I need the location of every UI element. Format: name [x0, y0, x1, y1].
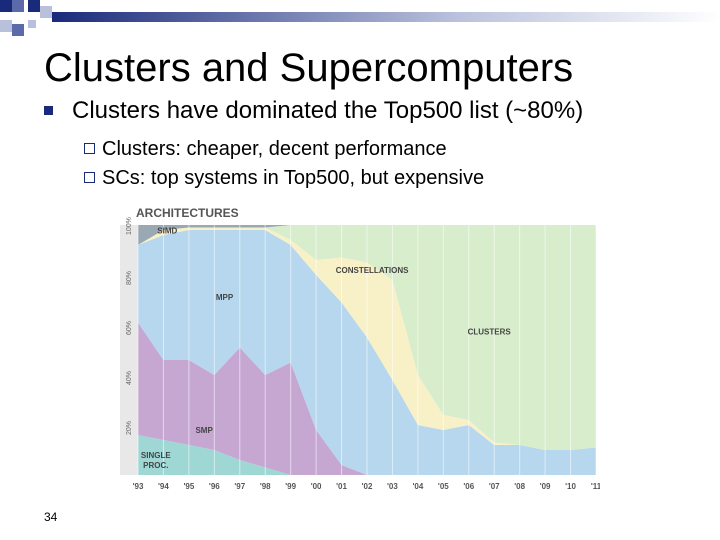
checkbox-bullet-icon	[84, 143, 95, 154]
checkbox-bullet-icon	[84, 172, 95, 183]
area-label: MPP	[216, 293, 234, 302]
x-tick-label: '93	[133, 482, 144, 491]
area-clusters	[138, 225, 596, 450]
sub-bullet-2: SCs: top systems in Top500, but expensiv…	[84, 167, 484, 190]
y-tick-label: 80%	[126, 271, 133, 285]
x-tick-label: '07	[489, 482, 500, 491]
main-bullet: Clusters have dominated the Top500 list …	[72, 97, 584, 124]
x-tick-label: '05	[438, 482, 449, 491]
bullet-marker	[44, 106, 53, 115]
x-tick-label: '06	[463, 482, 474, 491]
x-tick-label: '11	[591, 482, 600, 491]
area-label: CLUSTERS	[468, 328, 512, 337]
slide-title: Clusters and Supercomputers	[44, 46, 574, 90]
x-tick-label: '94	[158, 482, 169, 491]
area-simd	[138, 225, 596, 245]
x-tick-label: '95	[183, 482, 194, 491]
y-tick-label: 60%	[126, 321, 133, 335]
y-axis-band	[120, 225, 138, 475]
x-tick-label: '03	[387, 482, 398, 491]
x-tick-label: '99	[285, 482, 296, 491]
sub-bullet-1: Clusters: cheaper, decent performance	[84, 138, 447, 161]
x-tick-label: '01	[336, 482, 347, 491]
architectures-chart: ARCHITECTURES 20% 40% 60% 80% 100% '93 '94 '95 '9…	[120, 206, 600, 491]
area-label: SIMD	[157, 227, 177, 236]
area-label: PROC.	[143, 461, 168, 470]
x-tick-label: '04	[412, 482, 423, 491]
area-label: CONSTELLATIONS	[336, 266, 409, 275]
x-tick-label: '09	[540, 482, 551, 491]
y-tick-label: 100%	[126, 217, 133, 235]
header-bar	[52, 12, 720, 22]
x-tick-label: '08	[514, 482, 525, 491]
y-tick-label: 20%	[126, 421, 133, 435]
y-tick-label: 40%	[126, 371, 133, 385]
x-tick-label: '10	[565, 482, 576, 491]
x-tick-label: '02	[362, 482, 373, 491]
area-label: SMP	[195, 426, 213, 435]
area-single-proc	[138, 435, 596, 475]
x-tick-label: '97	[234, 482, 245, 491]
x-tick-label: '98	[260, 482, 271, 491]
chart-title: ARCHITECTURES	[136, 206, 239, 220]
area-label: SINGLE	[141, 451, 171, 460]
page-number: 34	[44, 510, 58, 524]
x-tick-label: '96	[209, 482, 220, 491]
x-tick-label: '00	[311, 482, 322, 491]
area-smp	[138, 322, 596, 475]
